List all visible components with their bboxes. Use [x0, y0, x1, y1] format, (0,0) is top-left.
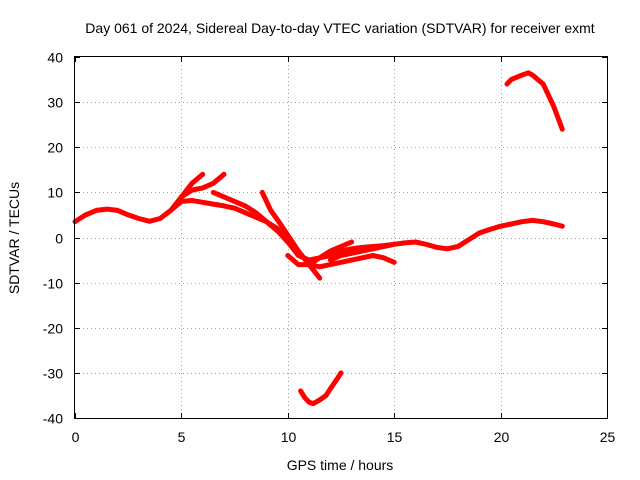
series-line-arc-7 [306, 253, 397, 270]
plot-frame [74, 56, 608, 419]
data-series [72, 70, 565, 407]
x-tick-label: 20 [494, 429, 510, 445]
y-tick-label: 10 [47, 185, 63, 201]
y-tick-label: -20 [43, 321, 63, 337]
series-line-arc-8 [327, 241, 397, 263]
y-tick-label: -10 [43, 276, 63, 292]
y-tick-label: 0 [55, 231, 63, 247]
series-line-arc-4 [210, 189, 301, 254]
chart-title: Day 061 of 2024, Sidereal Day-to-day VTE… [85, 20, 594, 36]
series-line-arc-9 [504, 70, 565, 132]
series-line-arc-3 [178, 171, 227, 200]
x-tick-label: 0 [72, 429, 80, 445]
series-line-arc-1 [72, 198, 565, 263]
x-axis-label: GPS time / hours [287, 457, 394, 473]
y-tick-label: -30 [43, 366, 63, 382]
y-tick-label: -40 [43, 411, 63, 427]
axis-ticks: 0 5 10 15 20 25 -40 -30 -20 -10 0 10 20 30 40 [43, 50, 616, 446]
y-tick-label: 30 [47, 95, 63, 111]
x-tick-label: 25 [600, 429, 616, 445]
y-tick-label: 40 [47, 50, 63, 66]
series-line-arc-6 [285, 239, 355, 268]
x-tick-label: 10 [281, 429, 297, 445]
x-tick-label: 5 [178, 429, 186, 445]
grid-lines [75, 57, 607, 418]
series-line-arc-10 [298, 370, 344, 407]
series-line-arc-2 [168, 171, 206, 213]
y-tick-label: 20 [47, 140, 63, 156]
y-axis-label: SDTVAR / TECUs [6, 182, 22, 294]
x-tick-label: 15 [387, 429, 403, 445]
